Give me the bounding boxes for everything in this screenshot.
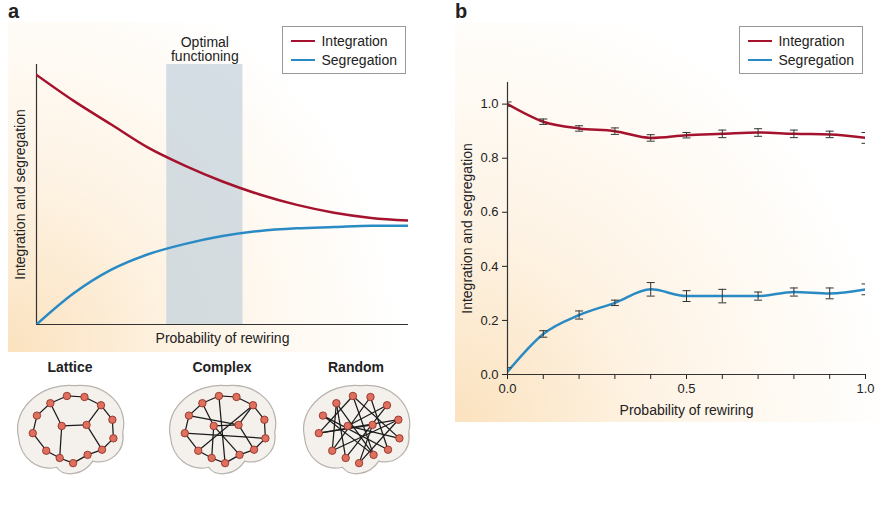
html-text:Random: Random: [328, 359, 384, 375]
svg-text:Probability of rewiring: Probability of rewiring: [156, 330, 290, 346]
svg-text:Probability of rewiring: Probability of rewiring: [620, 402, 754, 418]
svg-text:0.2: 0.2: [480, 313, 498, 328]
svg-text:0.5: 0.5: [677, 381, 695, 396]
svg-text:0.0: 0.0: [498, 381, 516, 396]
html-text:Integration: Integration: [321, 32, 388, 49]
svg-text:Integration and segregation: Integration and segregation: [12, 109, 28, 279]
svg-text:0.8: 0.8: [480, 150, 498, 165]
html-text:b: b: [455, 0, 468, 22]
html-text:Segregation: Segregation: [321, 51, 397, 68]
svg-text:Integration and segregation: Integration and segregation: [459, 143, 475, 313]
svg-text:1.0: 1.0: [480, 96, 498, 111]
html-text:Lattice: Lattice: [47, 359, 93, 375]
svg-text:0.6: 0.6: [480, 204, 498, 219]
svg-text:0.4: 0.4: [480, 259, 498, 274]
svg-text:Optimalfunctioning: Optimalfunctioning: [171, 34, 239, 64]
html-text:Integration: Integration: [778, 32, 845, 49]
svg-text:0.0: 0.0: [480, 367, 498, 382]
html-text:Complex: Complex: [192, 359, 252, 375]
svg-text:1.0: 1.0: [856, 381, 874, 396]
html-text:Segregation: Segregation: [778, 51, 854, 68]
html-text:a: a: [8, 0, 20, 22]
